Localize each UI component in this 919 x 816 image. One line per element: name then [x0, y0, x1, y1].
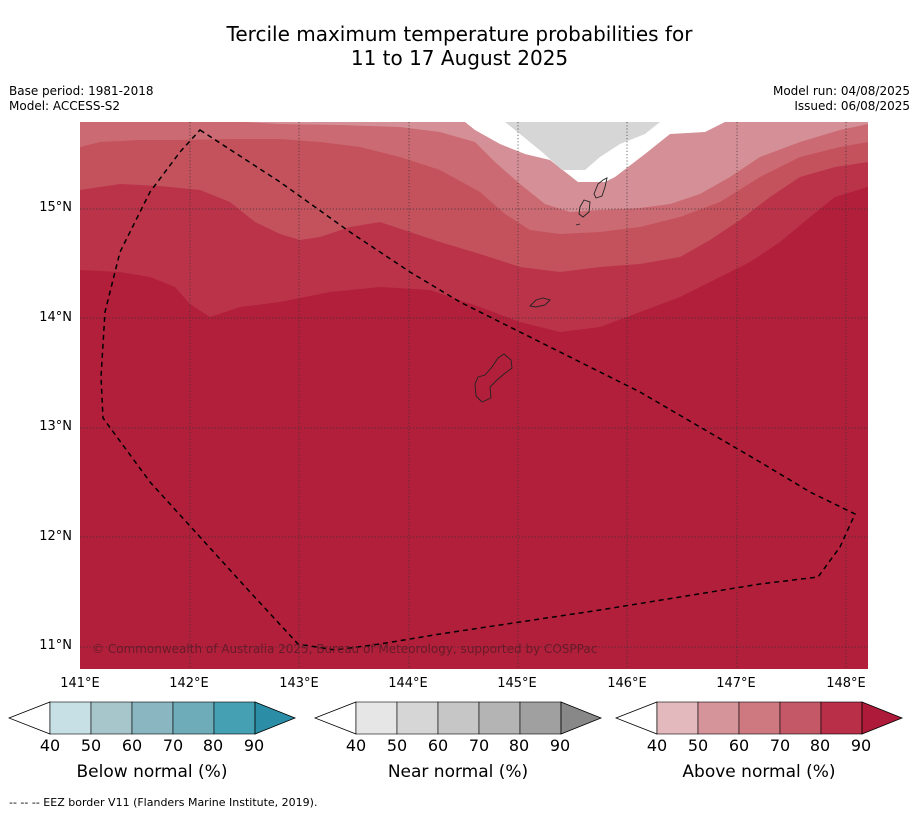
lat-label-15: 15°N — [39, 200, 72, 215]
model-name: Model: ACCESS-S2 — [9, 99, 121, 113]
meta-right: Model run: 04/08/2025 Issued: 06/08/2025 — [773, 84, 910, 114]
cb-near-tick-60: 60 — [427, 736, 449, 755]
colorbar-near: 40 50 60 70 80 90 Near normal (%) — [313, 700, 604, 782]
title-line-1: Tercile maximum temperature probabilitie… — [226, 22, 693, 46]
colorbar-above-swatches — [614, 701, 904, 735]
colorbar-swatch — [697, 701, 740, 735]
lat-label-11: 11°N — [39, 638, 72, 653]
cb-near-tick-90: 90 — [549, 736, 571, 755]
band-above-50 — [245, 122, 868, 212]
cb-near-tick-50: 50 — [386, 736, 408, 755]
cb-near-tick-80: 80 — [508, 736, 530, 755]
base-period: Base period: 1981-2018 — [9, 84, 154, 98]
colorbar-swatch — [519, 701, 562, 735]
colorbar-swatch — [779, 701, 822, 735]
cb-above-caption: Above normal (%) — [682, 762, 836, 782]
colorbar-swatch — [478, 701, 521, 735]
lon-label-145: 145°E — [497, 676, 537, 691]
cb-above-tick-50: 50 — [687, 736, 709, 755]
cb-above-tick-40: 40 — [646, 736, 668, 755]
model-run: Model run: 04/08/2025 — [772, 84, 910, 98]
colorbar-swatch — [90, 701, 133, 735]
colorbar-arrow-low — [7, 701, 51, 735]
cb-near-tick-70: 70 — [468, 736, 490, 755]
colorbar-swatch — [213, 701, 256, 735]
cb-below-tick-50: 50 — [80, 736, 102, 755]
cb-below-tick-40: 40 — [39, 736, 61, 755]
colorbar-arrow-high — [254, 701, 297, 735]
colorbar-swatch — [396, 701, 439, 735]
colorbar-arrow-low — [614, 701, 658, 735]
cb-below-tick-80: 80 — [202, 736, 224, 755]
colorbar-arrow-high — [861, 701, 904, 735]
island-guam — [474, 353, 513, 403]
eez-border — [100, 129, 856, 651]
colorbar-arrow-low — [313, 701, 357, 735]
lon-label-147: 147°E — [716, 676, 756, 691]
lat-label-13: 13°N — [39, 419, 72, 434]
lon-label-142: 142°E — [169, 676, 209, 691]
lat-label-14: 14°N — [39, 310, 72, 325]
lat-label-12: 12°N — [39, 529, 72, 544]
cb-near-tick-40: 40 — [345, 736, 367, 755]
map-panel — [80, 122, 868, 669]
band-near-50 — [505, 122, 660, 170]
title-line-2: 11 to 17 August 2025 — [350, 46, 569, 70]
colorbar-swatch — [820, 701, 863, 735]
lon-label-144: 144°E — [388, 676, 428, 691]
colorbar-below: 40 50 60 70 80 90 Below normal (%) — [7, 700, 298, 782]
cb-below-tick-90: 90 — [243, 736, 265, 755]
colorbar-swatch — [172, 701, 215, 735]
cb-below-tick-70: 70 — [162, 736, 184, 755]
cb-near-caption: Near normal (%) — [387, 762, 529, 782]
colorbar-swatch — [355, 701, 398, 735]
colorbar-below-swatches — [7, 701, 297, 735]
colorbar-near-swatches — [313, 701, 603, 735]
colorbar-swatch — [49, 701, 92, 735]
copyright-note: © Commonwealth of Australia 2025, Bureau… — [92, 642, 598, 656]
lon-label-146: 146°E — [607, 676, 647, 691]
cb-above-tick-60: 60 — [728, 736, 750, 755]
cb-above-tick-90: 90 — [850, 736, 872, 755]
colorbar-swatch — [131, 701, 174, 735]
cb-below-tick-60: 60 — [121, 736, 143, 755]
colorbar-above: 40 50 60 70 80 90 Above normal (%) — [614, 700, 905, 782]
colorbar-swatch — [656, 701, 699, 735]
cb-below-caption: Below normal (%) — [76, 762, 228, 782]
lon-label-143: 143°E — [279, 676, 319, 691]
map-svg — [80, 122, 868, 669]
colorbar-swatch — [437, 701, 480, 735]
eez-footnote: -- -- -- EEZ border V11 (Flanders Marine… — [9, 796, 318, 809]
colorbar-arrow-high — [560, 701, 603, 735]
chart-title: Tercile maximum temperature probabilitie… — [0, 22, 919, 70]
meta-left: Base period: 1981-2018 Model: ACCESS-S2 — [9, 84, 154, 114]
issued-date: Issued: 06/08/2025 — [794, 99, 910, 113]
colorbar-swatch — [738, 701, 781, 735]
lon-label-148: 148°E — [826, 676, 866, 691]
island-saipan — [593, 177, 608, 199]
island-aguijan — [575, 223, 581, 226]
cb-above-tick-80: 80 — [809, 736, 831, 755]
grid — [80, 122, 868, 669]
island-tinian — [578, 199, 591, 218]
island-rota — [529, 297, 551, 308]
lon-label-141: 141°E — [60, 676, 100, 691]
cb-above-tick-70: 70 — [769, 736, 791, 755]
islands — [474, 177, 608, 403]
